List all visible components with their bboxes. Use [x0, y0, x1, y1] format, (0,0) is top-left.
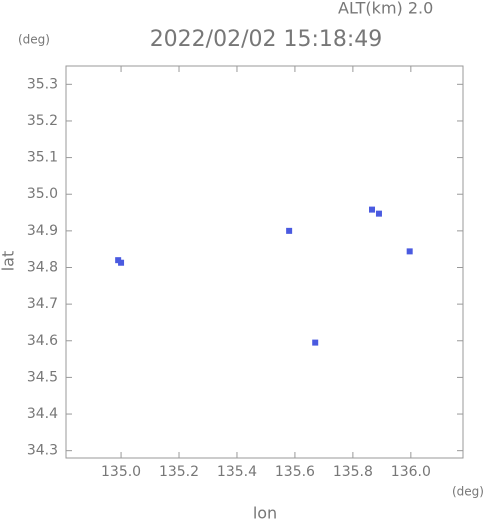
x-unit: (deg) [452, 485, 484, 499]
annotation: ALT(km) 2.0 [338, 0, 433, 18]
y-tick-label: 34.9 [27, 223, 58, 239]
y-unit: (deg) [18, 33, 50, 47]
y-tick-label: 35.0 [27, 186, 58, 202]
y-tick-label: 35.3 [27, 76, 58, 92]
x-tick-label: 135.0 [101, 464, 141, 480]
x-tick-label: 135.4 [217, 464, 257, 480]
y-tick-label: 34.6 [27, 333, 58, 349]
y-tick-label: 34.4 [27, 406, 58, 422]
x-tick-label: 135.6 [275, 464, 315, 480]
y-tick-label: 35.2 [27, 113, 58, 129]
y-tick-label: 34.7 [27, 296, 58, 312]
chart-title: 2022/02/02 15:18:49 [150, 27, 383, 52]
y-tick-label: 34.8 [27, 259, 58, 275]
point [369, 206, 376, 213]
x-tick-label: 136.0 [391, 464, 431, 480]
point [312, 339, 319, 346]
y-axis-label: lat [0, 251, 18, 272]
y-tick-label: 35.1 [27, 150, 58, 166]
point [375, 210, 382, 217]
y-tick-label: 34.3 [27, 443, 58, 459]
x-tick-label: 135.8 [333, 464, 373, 480]
plot-frame [65, 65, 464, 459]
x-axis-label: lon [253, 504, 277, 521]
y-tick-label: 34.5 [27, 369, 58, 385]
x-tick-label: 135.2 [159, 464, 199, 480]
point [286, 227, 293, 234]
point [406, 248, 413, 255]
point [115, 257, 122, 264]
